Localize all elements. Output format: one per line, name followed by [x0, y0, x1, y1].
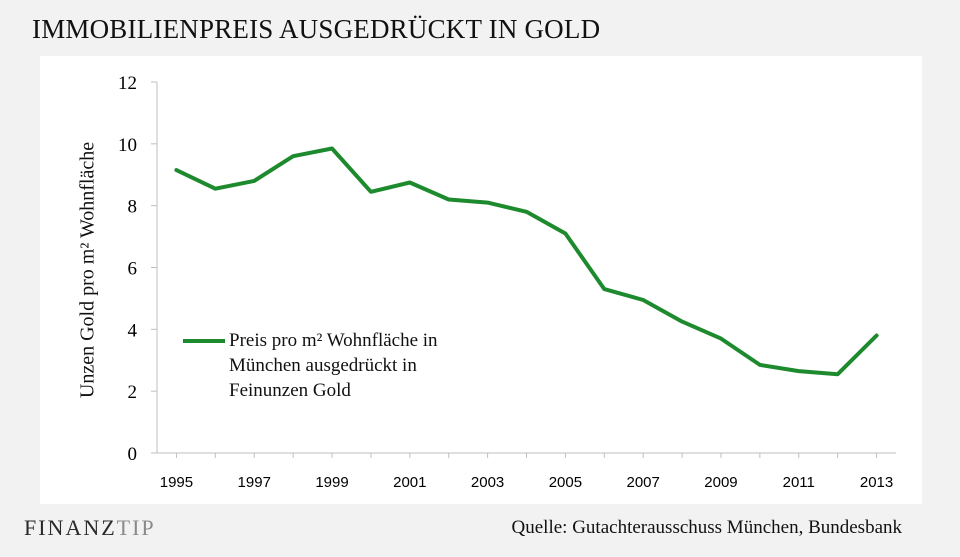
brand-part-1: FINANZ — [24, 515, 117, 540]
y-tick-label: 0 — [128, 444, 138, 465]
x-tick-label: 2005 — [549, 474, 582, 491]
y-tick-label: 2 — [128, 382, 138, 403]
legend-swatch — [183, 339, 225, 343]
y-axis-label: Unzen Gold pro m² Wohnfläche — [76, 141, 99, 399]
brand-logo: FINANZTIP — [24, 515, 156, 541]
x-tick-label: 1999 — [315, 474, 348, 491]
y-tick-label: 4 — [128, 320, 138, 341]
y-tick-label: 8 — [128, 197, 138, 218]
legend-entry: Preis pro m² Wohnfläche in München ausge… — [229, 330, 438, 401]
chart-title: IMMOBILIENPREIS AUSGEDRÜCKT IN GOLD — [32, 14, 601, 44]
source-note: Quelle: Gutachterausschuss München, Bund… — [511, 517, 902, 538]
x-tick-label: 2013 — [860, 474, 893, 491]
x-tick-label: 2009 — [704, 474, 737, 491]
x-tick-label: 2003 — [471, 474, 504, 491]
brand-part-2: TIP — [116, 515, 156, 540]
chart-legend: Preis pro m² Wohnfläche in München ausge… — [183, 328, 484, 403]
x-tick-label: 1997 — [238, 474, 271, 491]
chart-panel — [40, 56, 922, 504]
x-tick-label: 2011 — [783, 474, 815, 491]
x-tick-label: 2007 — [626, 474, 659, 491]
chart-series — [174, 146, 879, 377]
x-axis-ticks: 1995 1997 1999 2001 2003 2005 2007 2009 2011 2013 — [160, 453, 893, 491]
y-tick-label: 6 — [128, 259, 138, 280]
y-tick-label: 10 — [118, 135, 137, 156]
y-tick-label: 12 — [118, 73, 137, 94]
x-tick-label: 2001 — [393, 474, 426, 491]
y-axis-ticks: 0 2 4 6 8 10 12 — [118, 73, 157, 465]
x-tick-label: 1995 — [160, 474, 193, 491]
